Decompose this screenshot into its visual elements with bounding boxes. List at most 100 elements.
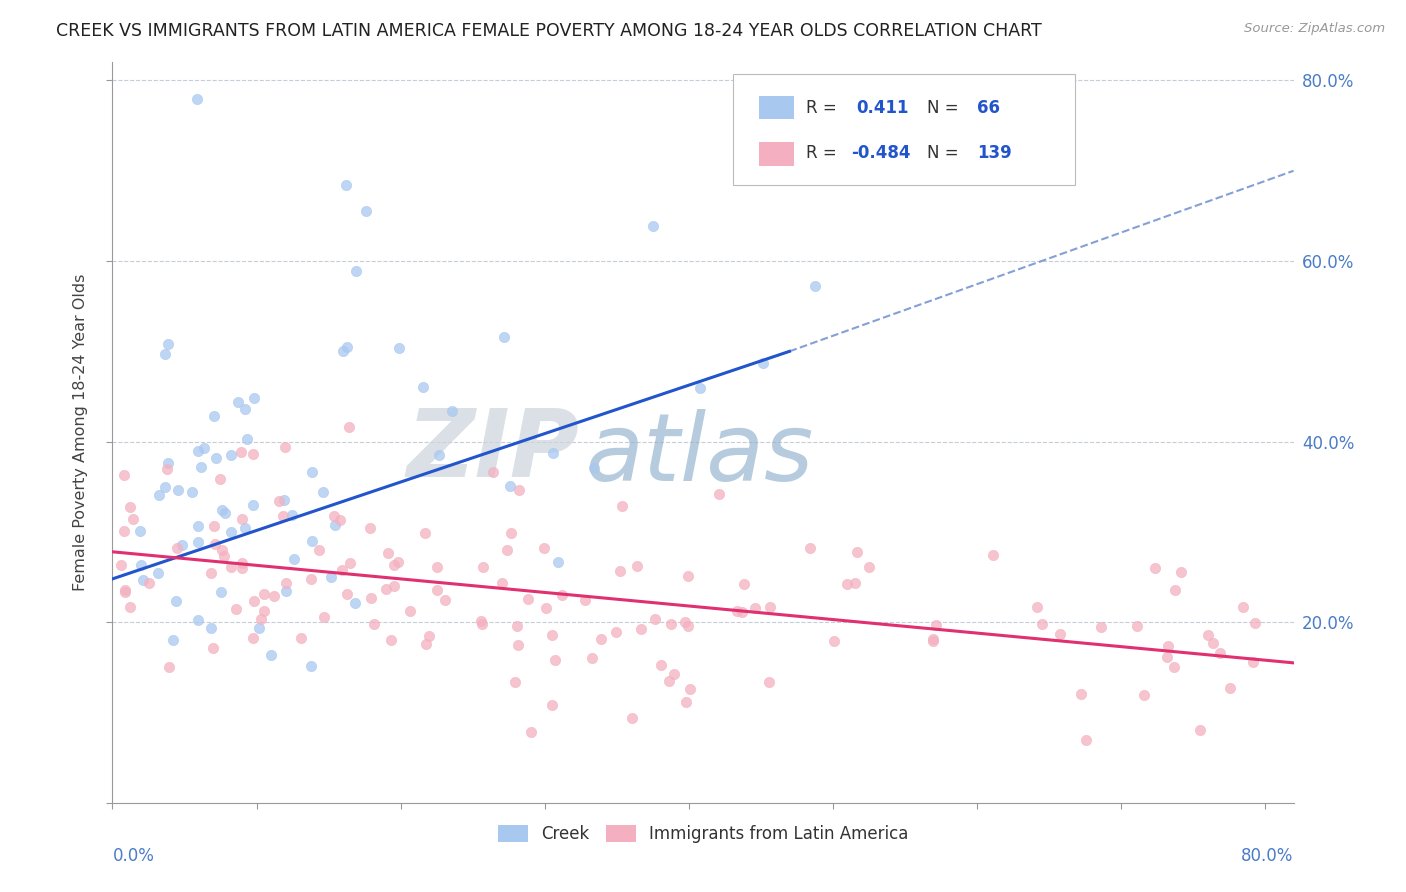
Point [332,344,354,359]
Point [799,541,821,555]
Point [858,560,880,574]
Point [1157,639,1180,653]
Point [329,513,352,527]
Point [180,485,202,500]
Point [110,558,132,573]
Point [335,178,357,192]
Point [380,633,402,648]
Point [200,566,222,580]
Point [751,356,773,370]
Y-axis label: Female Poverty Among 18-24 Year Olds: Female Poverty Among 18-24 Year Olds [73,274,89,591]
Point [202,409,225,423]
FancyBboxPatch shape [758,142,794,166]
Point [209,585,232,599]
Point [733,577,755,591]
Point [506,639,529,653]
Point [551,588,574,602]
Point [492,330,515,344]
Point [676,619,699,633]
Point [650,657,672,672]
Point [1164,582,1187,597]
Point [242,594,264,608]
Point [496,543,519,558]
Point [520,725,543,739]
Point [319,570,342,584]
Point [425,583,447,598]
Point [253,604,276,618]
Point [308,543,330,558]
Point [434,592,457,607]
FancyBboxPatch shape [733,73,1076,185]
Point [121,512,143,526]
Point [678,569,700,583]
Point [187,613,209,627]
Point [758,674,780,689]
Point [336,587,359,601]
Point [534,600,557,615]
Point [157,457,180,471]
Point [1208,646,1230,660]
Point [247,621,270,635]
Point [330,563,353,577]
Point [725,604,748,618]
Point [299,658,322,673]
Point [1156,650,1178,665]
Point [186,91,208,105]
Point [118,500,141,514]
Point [499,479,522,493]
Point [339,557,361,571]
Point [263,589,285,603]
Point [981,548,1004,562]
Point [225,602,247,616]
Point [925,618,948,632]
Point [1031,617,1053,632]
Point [229,445,252,459]
Point [290,631,312,645]
Point [758,599,780,614]
Text: Source: ZipAtlas.com: Source: ZipAtlas.com [1244,22,1385,36]
Point [114,583,136,598]
Point [503,675,526,690]
Point [846,545,869,559]
Point [356,204,378,219]
Point [190,459,212,474]
Text: R =: R = [806,145,837,162]
Text: CREEK VS IMMIGRANTS FROM LATIN AMERICA FEMALE POVERTY AMONG 18-24 YEAR OLDS CORR: CREEK VS IMMIGRANTS FROM LATIN AMERICA F… [56,22,1042,40]
Point [166,541,188,556]
Point [922,634,945,648]
Point [612,499,634,513]
Point [219,449,242,463]
Point [382,558,405,573]
Point [1202,636,1225,650]
Point [470,615,492,629]
Point [377,546,399,560]
Point [1163,660,1185,674]
Point [540,698,562,712]
Point [440,404,463,418]
Text: 80.0%: 80.0% [1241,847,1294,865]
Point [744,601,766,615]
Point [202,519,225,533]
Point [709,487,731,501]
Point [212,549,235,563]
Point [299,572,322,586]
Point [273,492,295,507]
Text: 0.0%: 0.0% [112,847,155,865]
Point [499,525,522,540]
Point [375,582,398,596]
Point [129,558,152,572]
Point [388,341,411,355]
Point [193,442,215,456]
Point [146,566,169,580]
Point [312,610,335,624]
Point [242,498,264,512]
Point [541,446,564,460]
Point [233,401,256,416]
Point [344,264,367,278]
Point [491,575,513,590]
Point [157,660,180,674]
Point [505,619,527,633]
Point [323,518,346,533]
Point [1126,619,1149,633]
Point [533,541,555,555]
